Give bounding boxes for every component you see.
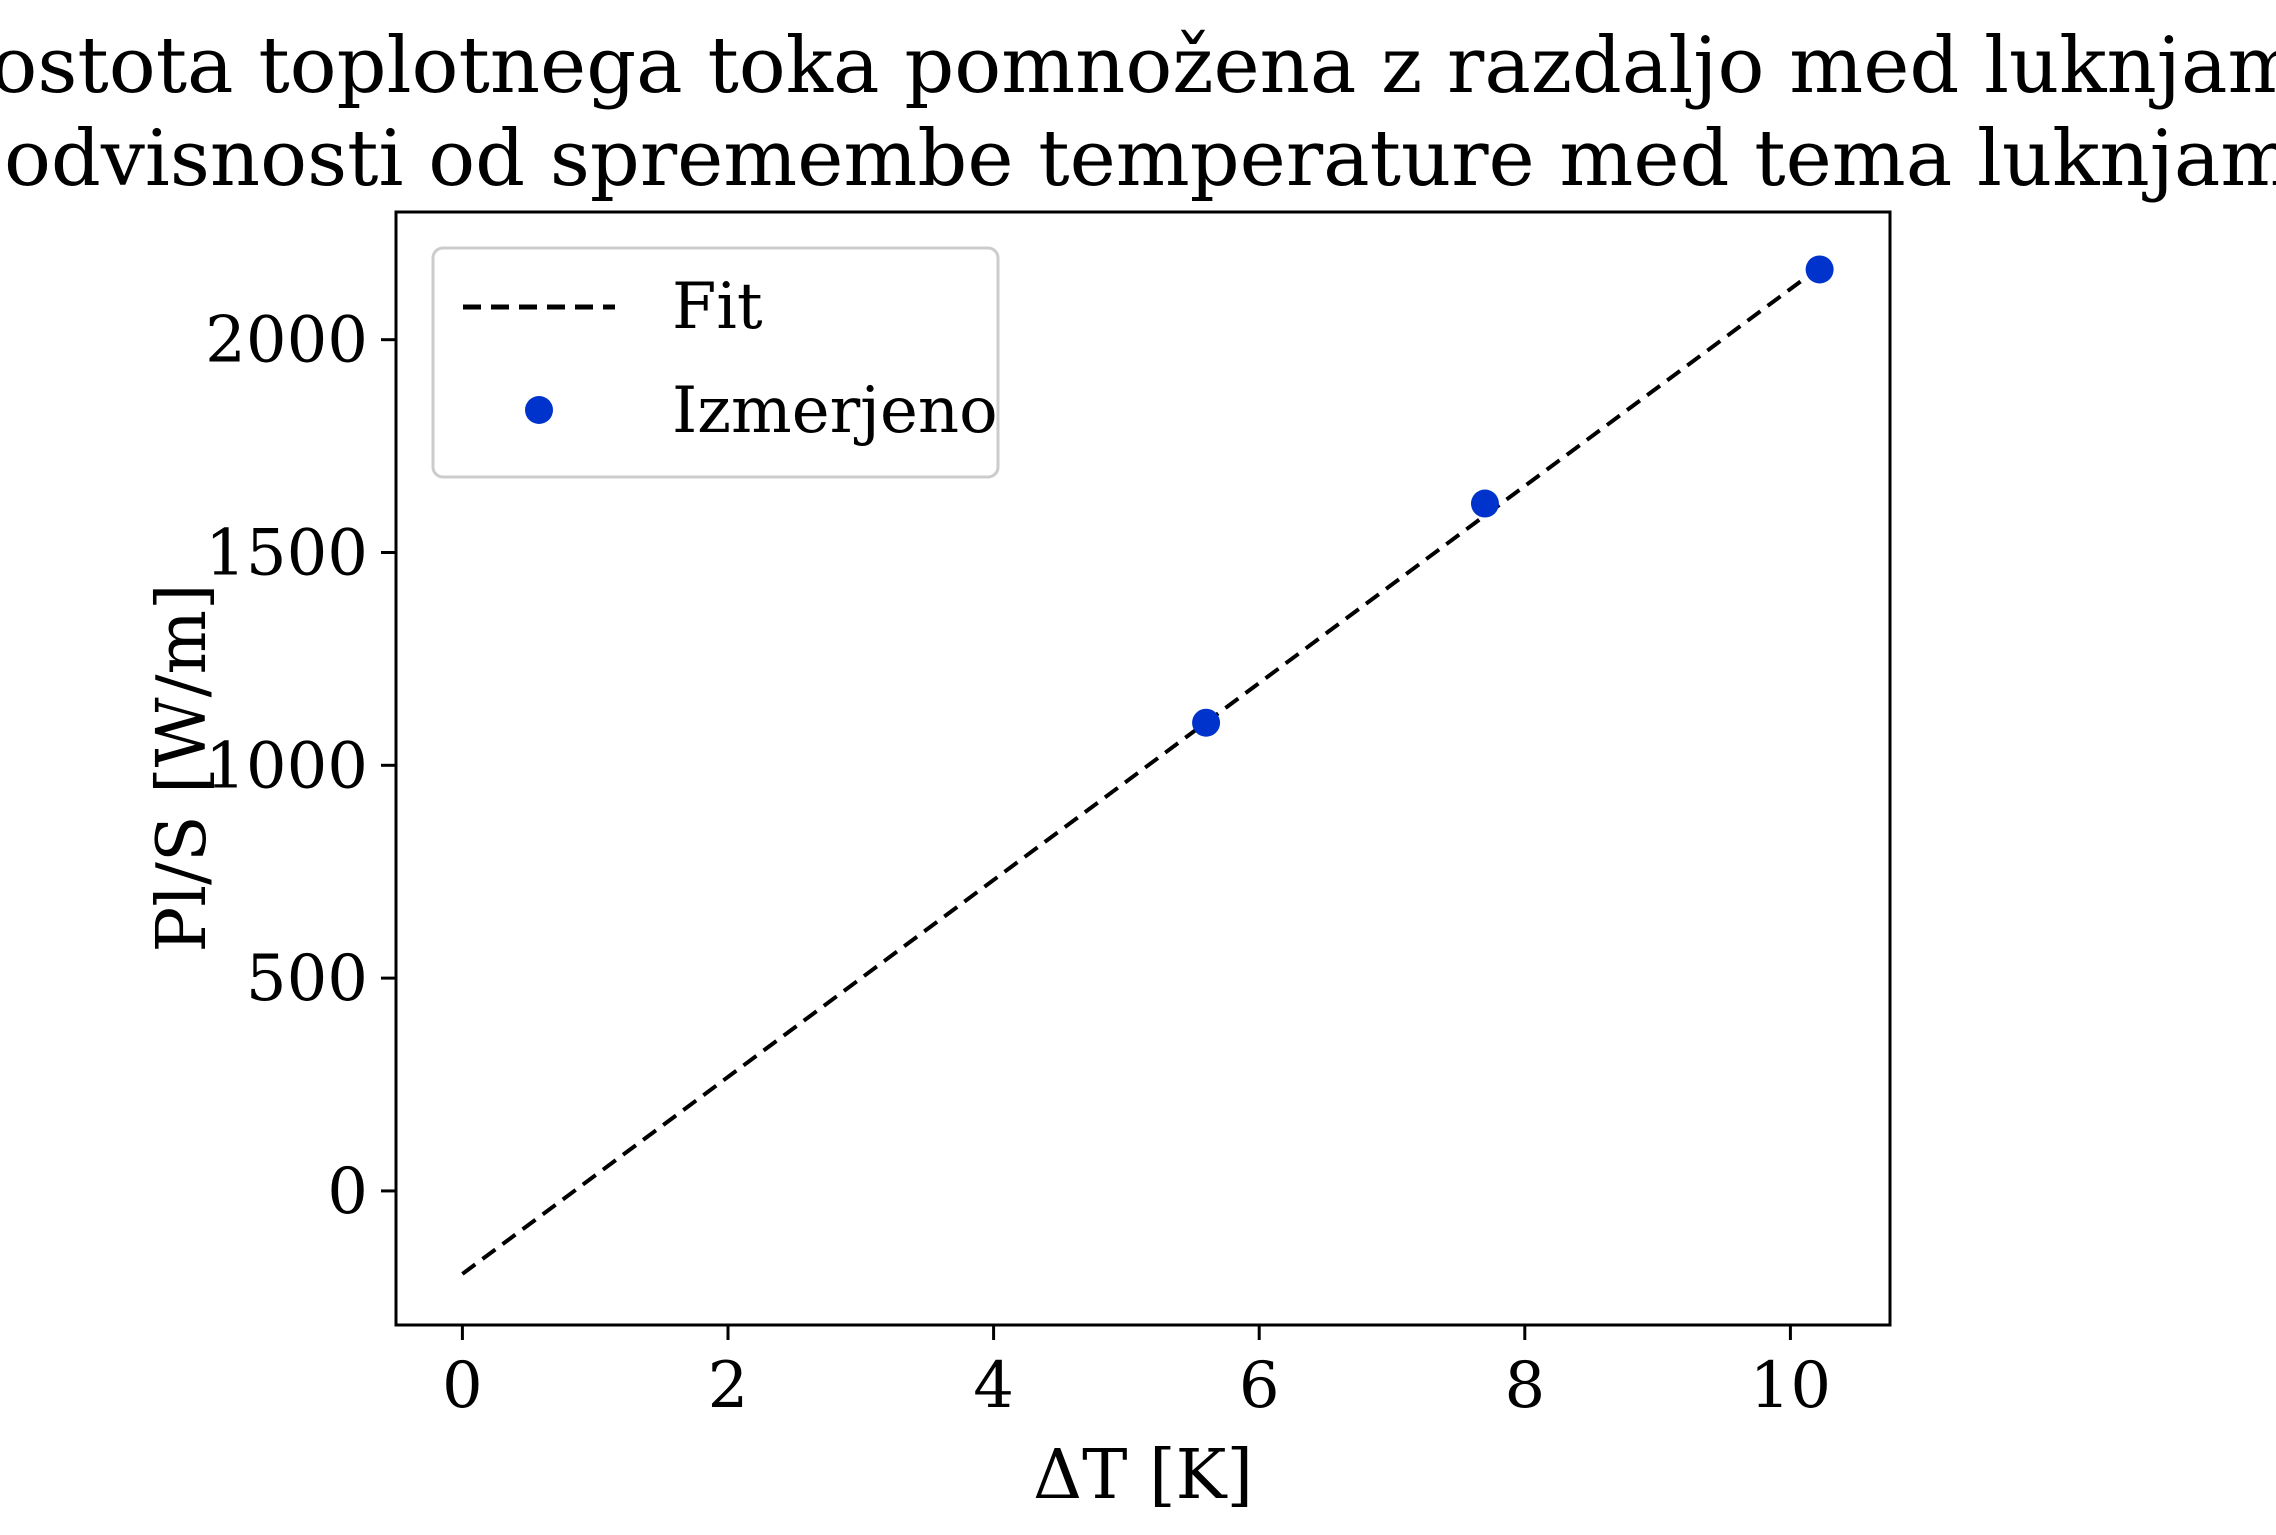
x-tick-label: 6 xyxy=(1239,1349,1280,1423)
legend-measured-marker xyxy=(525,396,553,424)
y-tick-label: 1000 xyxy=(205,729,368,803)
y-tick-label: 0 xyxy=(327,1155,368,1229)
x-tick-label: 10 xyxy=(1750,1349,1831,1423)
legend-fit-label: Fit xyxy=(672,270,763,344)
chart-title: Gostota toplotnega toka pomnožena z razd… xyxy=(0,21,2276,111)
measured-point xyxy=(1470,489,1499,518)
legend: Fit Izmerjeno xyxy=(431,246,1000,479)
chart-subtitle: v odvisnosti od spremembe temperature me… xyxy=(0,114,2276,204)
y-tick-label: 2000 xyxy=(205,304,368,378)
legend-frame xyxy=(431,246,1000,479)
x-tick-label: 0 xyxy=(442,1349,483,1423)
plot-area xyxy=(461,255,1834,1276)
x-tick-label: 8 xyxy=(1504,1349,1545,1423)
x-axis-label: ΔT [K] xyxy=(1033,1436,1253,1515)
measured-point xyxy=(1805,255,1834,284)
y-axis-label: Pl/S [W/m] xyxy=(143,584,222,953)
y-tick-label: 500 xyxy=(246,942,368,1016)
axes-frame xyxy=(394,210,1892,1327)
measured-point xyxy=(1192,708,1221,737)
legend-measured-label: Izmerjeno xyxy=(672,374,998,448)
y-tick-label: 1500 xyxy=(205,516,368,590)
x-tick-label: 2 xyxy=(708,1349,749,1423)
x-tick-label: 4 xyxy=(973,1349,1014,1423)
fit-line xyxy=(461,265,1821,1276)
